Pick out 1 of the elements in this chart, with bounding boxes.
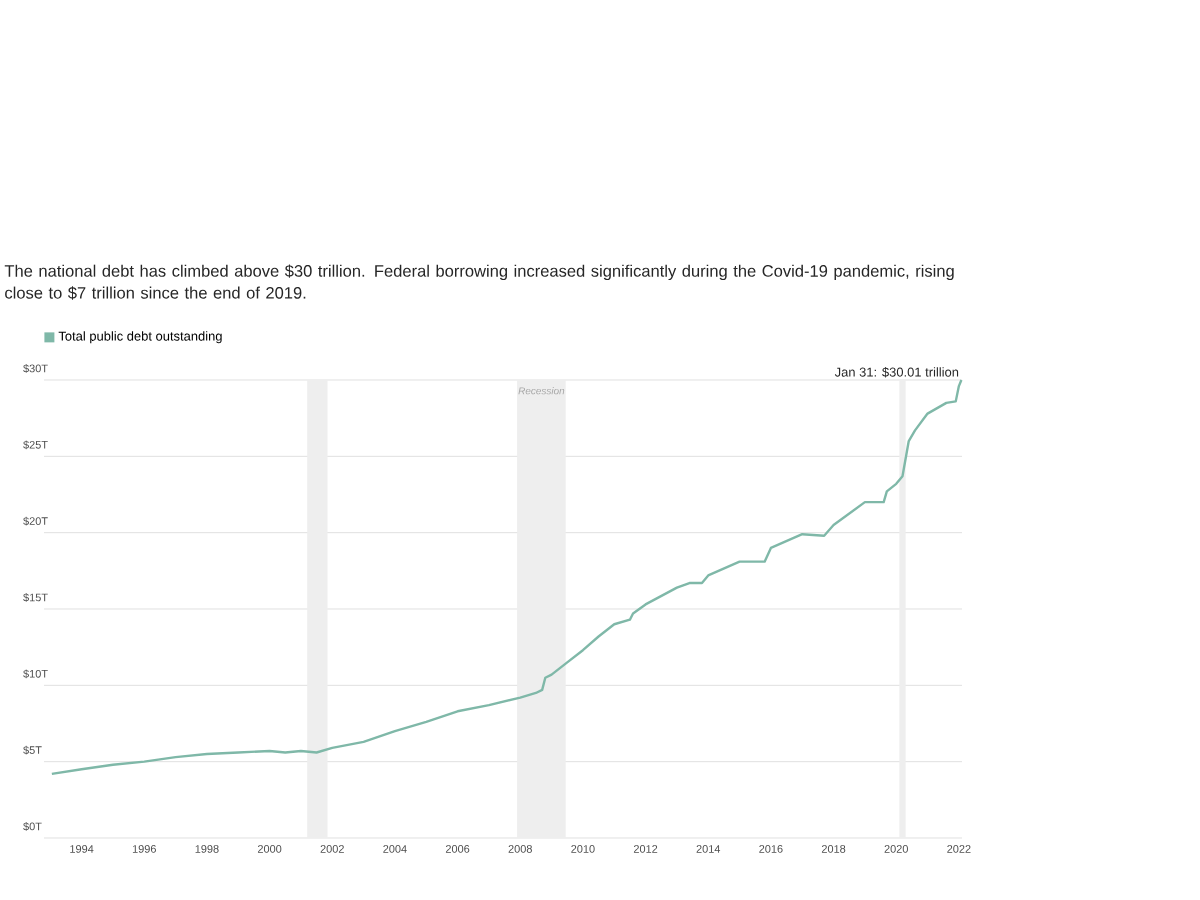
chart-title: The national debt has climbed above $30 trillion. Federal borrowing increased significantly during the Covid-19 pandemic, rising close to $7 trillion since the end of 2019. (4, 264, 954, 300)
